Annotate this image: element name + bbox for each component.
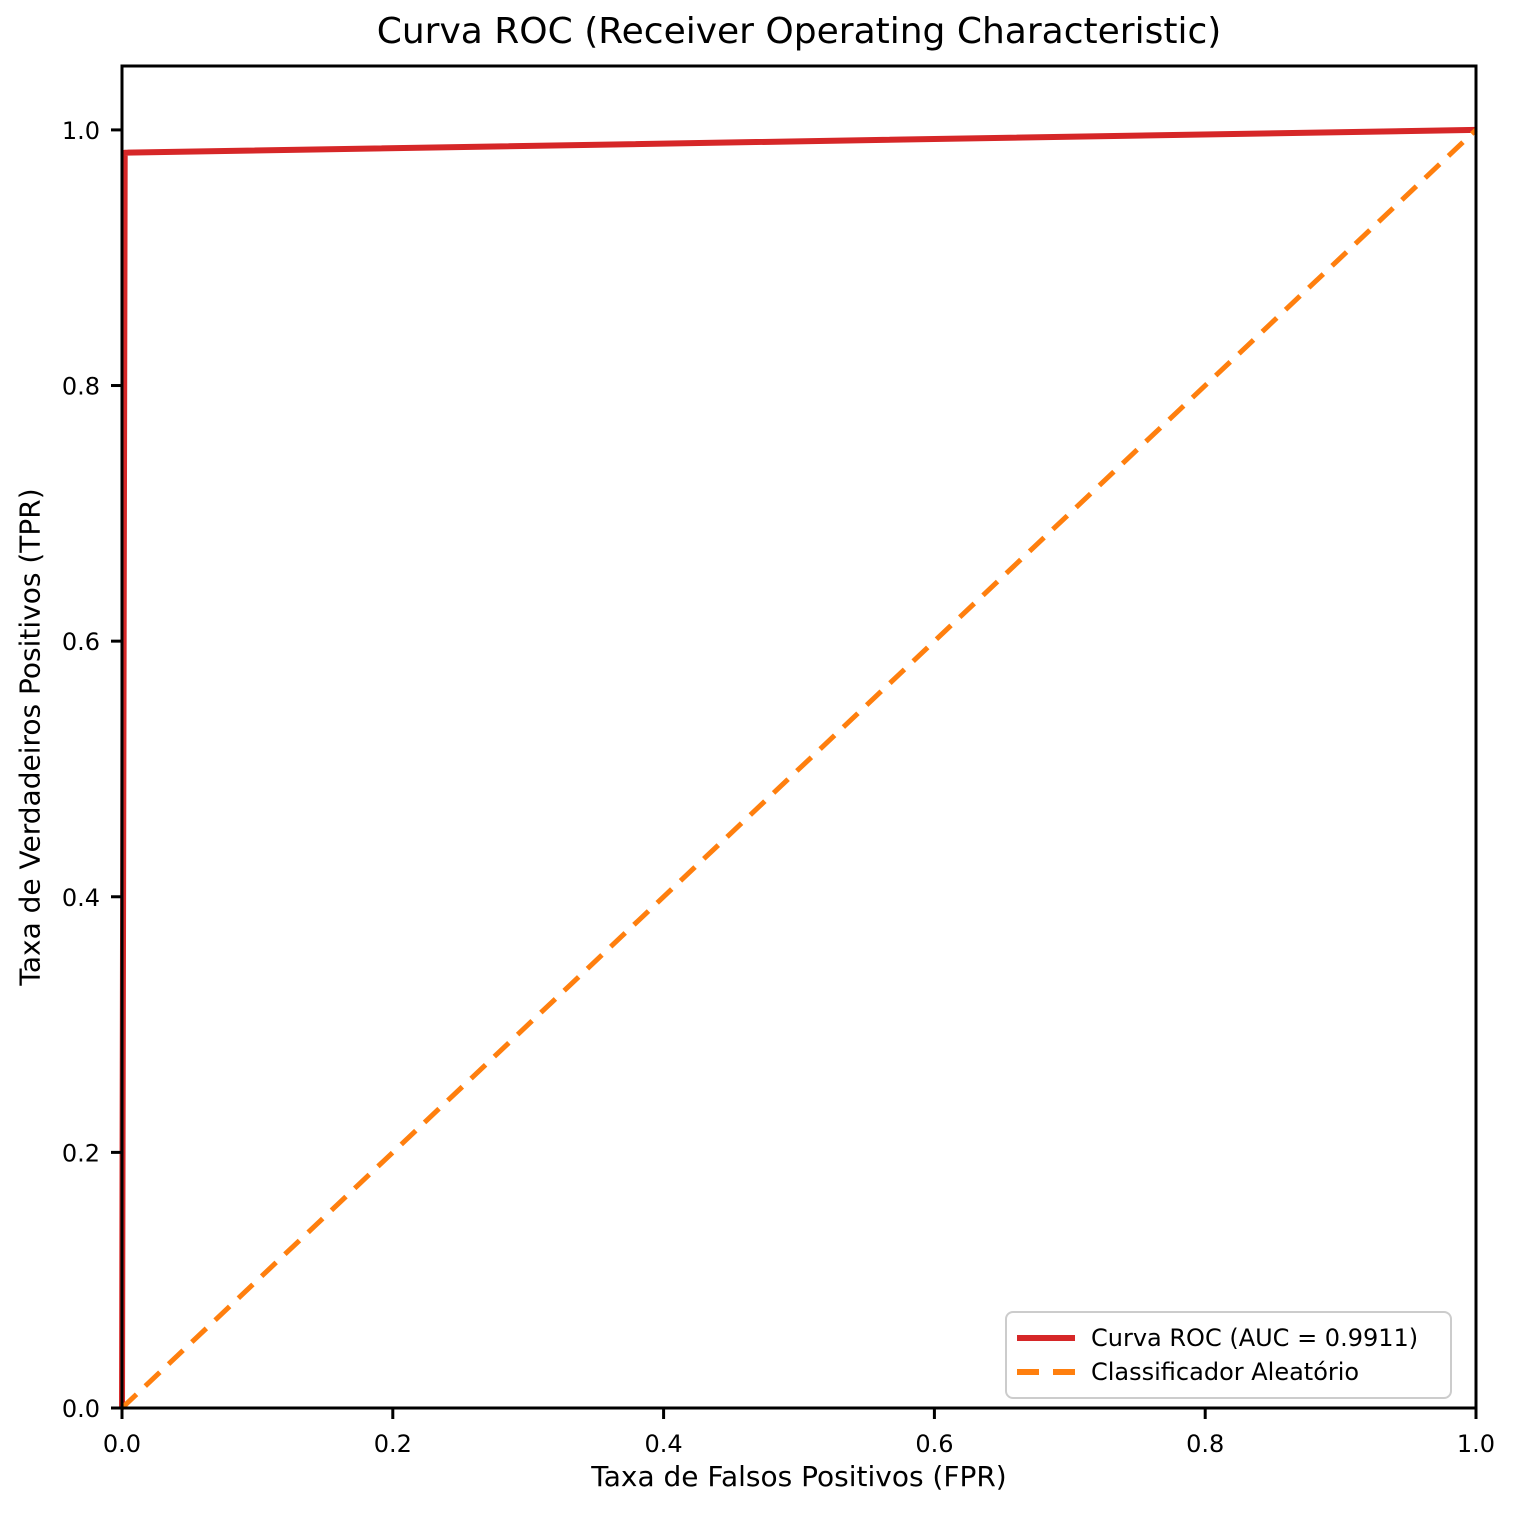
y-tick-label: 0.2	[62, 1139, 100, 1167]
x-tick-label: 0.8	[1186, 1430, 1224, 1458]
x-tick-label: 0.2	[374, 1430, 412, 1458]
y-tick-label: 1.0	[62, 117, 100, 145]
legend-item-roc-curve: Curva ROC (AUC = 0.9911)	[1017, 1324, 1436, 1352]
legend-label-roc-curve: Curva ROC (AUC = 0.9911)	[1091, 1324, 1419, 1352]
random-classifier-line	[120, 128, 1478, 1410]
legend: Curva ROC (AUC = 0.9911) Classificador A…	[1005, 1311, 1452, 1399]
x-axis-label: Taxa de Falsos Positivos (FPR)	[591, 1460, 1007, 1493]
x-tick-label: 0.4	[645, 1430, 683, 1458]
x-tick-label: 0.6	[915, 1430, 953, 1458]
x-tick-label: 1.0	[1457, 1430, 1495, 1458]
x-tick-label: 0.0	[103, 1430, 141, 1458]
y-tick-label: 0.0	[62, 1395, 100, 1423]
legend-label-random-classifier: Classificador Aleatório	[1091, 1358, 1360, 1386]
random-classifier-line-sample-icon	[1017, 1369, 1075, 1375]
y-tick-label: 0.6	[62, 628, 100, 656]
axes-spines	[120, 64, 1478, 1410]
y-tick-label: 0.8	[62, 373, 100, 401]
legend-item-random-classifier: Classificador Aleatório	[1017, 1358, 1436, 1386]
chart-title: Curva ROC (Receiver Operating Characteri…	[376, 11, 1222, 52]
roc-curve-line-sample-icon	[1017, 1335, 1075, 1341]
y-tick-label: 0.4	[62, 884, 100, 912]
